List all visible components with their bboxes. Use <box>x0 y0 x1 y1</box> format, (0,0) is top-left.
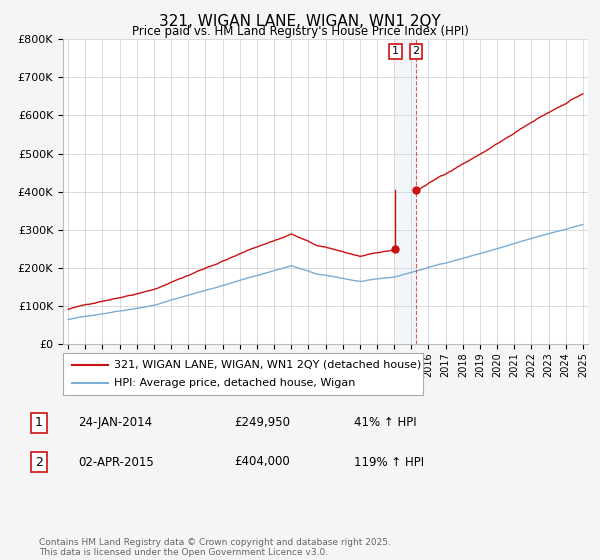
Text: 119% ↑ HPI: 119% ↑ HPI <box>354 455 424 469</box>
Text: 1: 1 <box>35 416 43 430</box>
Text: 41% ↑ HPI: 41% ↑ HPI <box>354 416 416 430</box>
Text: 1: 1 <box>392 46 399 57</box>
Bar <box>395 39 416 344</box>
Text: 2: 2 <box>35 455 43 469</box>
Text: Price paid vs. HM Land Registry's House Price Index (HPI): Price paid vs. HM Land Registry's House … <box>131 25 469 38</box>
Text: 02-APR-2015: 02-APR-2015 <box>78 455 154 469</box>
Text: £404,000: £404,000 <box>234 455 290 469</box>
Text: 2: 2 <box>412 46 419 57</box>
Text: £249,950: £249,950 <box>234 416 290 430</box>
Text: 321, WIGAN LANE, WIGAN, WN1 2QY: 321, WIGAN LANE, WIGAN, WN1 2QY <box>159 14 441 29</box>
Text: HPI: Average price, detached house, Wigan: HPI: Average price, detached house, Wiga… <box>114 378 355 388</box>
Text: Contains HM Land Registry data © Crown copyright and database right 2025.
This d: Contains HM Land Registry data © Crown c… <box>39 538 391 557</box>
Text: 24-JAN-2014: 24-JAN-2014 <box>78 416 152 430</box>
Text: 321, WIGAN LANE, WIGAN, WN1 2QY (detached house): 321, WIGAN LANE, WIGAN, WN1 2QY (detache… <box>114 360 421 370</box>
